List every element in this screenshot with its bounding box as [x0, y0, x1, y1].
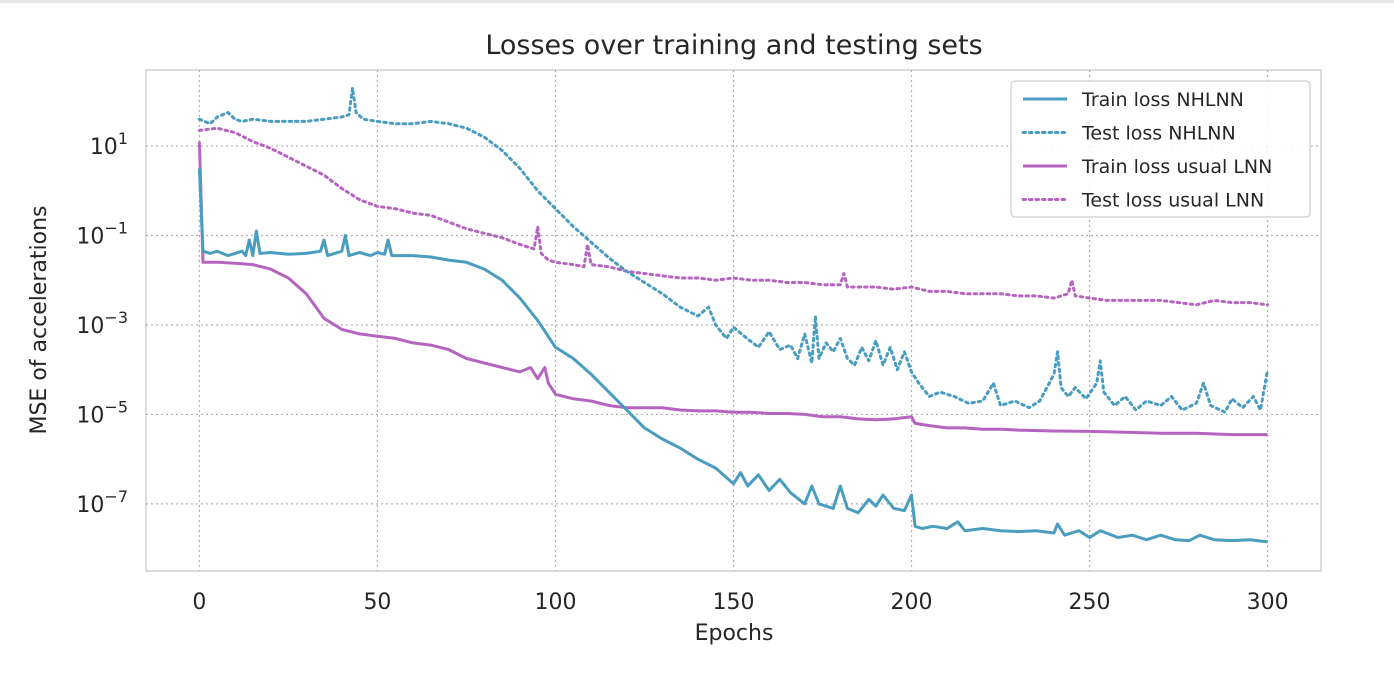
y-tick-base: 10 — [76, 225, 104, 250]
legend-label: Train loss usual LNN — [1081, 156, 1272, 178]
y-tick-label: 10−1 — [76, 219, 128, 250]
x-tick-label: 300 — [1247, 590, 1289, 615]
series-line-train-loss-usual-lnn — [197, 141, 1268, 437]
y-tick-base: 10 — [76, 314, 104, 339]
x-tick-label: 200 — [891, 590, 933, 615]
legend-label: Test loss usual LNN — [1081, 190, 1264, 212]
y-tick-label: 10−3 — [76, 308, 128, 339]
x-tick-label: 0 — [192, 590, 206, 615]
chart-title: Losses over training and testing sets — [485, 30, 982, 61]
y-tick-exponent: 1 — [118, 129, 128, 148]
legend-label: Train loss NHLNN — [1081, 89, 1244, 111]
x-tick-label: 100 — [534, 590, 576, 615]
y-axis-label: MSE of accelerations — [27, 205, 52, 434]
top-border — [0, 0, 1394, 3]
y-tick-exponent: −3 — [104, 308, 128, 327]
legend-box — [1010, 80, 1311, 218]
y-tick-exponent: −1 — [104, 219, 128, 238]
series-line-test-loss-nhlnn — [197, 86, 1270, 414]
x-axis-label: Epochs — [695, 621, 774, 646]
legend-label: Test loss NHLNN — [1081, 123, 1236, 145]
y-tick-label: 10−5 — [76, 397, 128, 428]
grid-lines — [146, 70, 1321, 571]
legend: Train loss NHLNN Test loss NHLNN Train los… — [1010, 80, 1311, 218]
x-tick-label: 50 — [363, 590, 391, 615]
y-tick-base: 10 — [76, 493, 104, 518]
y-tick-base: 10 — [76, 403, 104, 428]
x-axis-ticks: 0 50 100 150 200 250 300 — [192, 590, 1288, 615]
y-tick-label: 101 — [90, 129, 128, 160]
x-tick-label: 250 — [1069, 590, 1111, 615]
y-tick-exponent: −7 — [104, 487, 128, 506]
series-layer — [197, 86, 1270, 544]
x-tick-label: 150 — [713, 590, 755, 615]
series-line-train-loss-nhlnn — [197, 168, 1268, 544]
y-tick-label: 10−7 — [76, 487, 128, 518]
y-tick-base: 10 — [90, 135, 118, 160]
y-tick-exponent: −5 — [104, 397, 128, 416]
series-line-test-loss-usual-lnn — [197, 126, 1270, 307]
